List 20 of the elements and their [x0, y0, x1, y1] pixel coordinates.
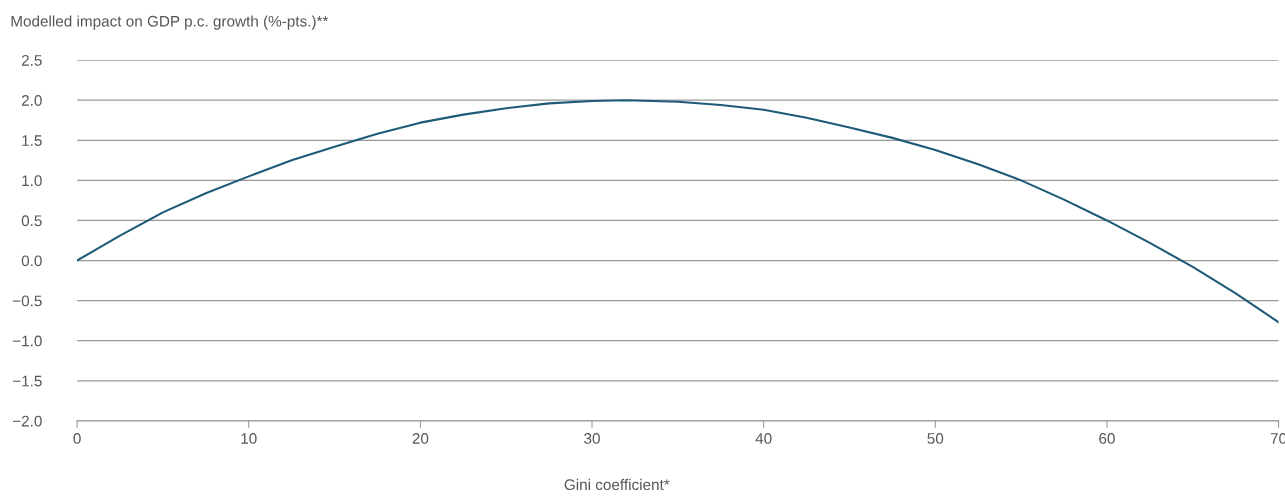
line-series: [77, 99, 1279, 324]
x-tick-label: 10: [241, 433, 257, 444]
x-tick-label: 40: [755, 433, 772, 444]
y-tick-label: 1.0: [22, 175, 42, 187]
x-axis-title: Gini coefficient*: [564, 478, 670, 491]
x-tick-label: 0: [73, 433, 81, 444]
x-tick-label: 20: [412, 433, 429, 444]
y-tick-label: −1.0: [12, 335, 42, 347]
x-tick-label: 60: [1099, 433, 1115, 444]
y-tick-label: 2.0: [21, 95, 42, 106]
x-tick-label: 50: [927, 433, 944, 444]
y-tick-label: 2.5: [21, 54, 42, 66]
x-tick-label: 30: [584, 433, 600, 444]
y-tick-label: −2.0: [12, 415, 42, 427]
y-tick-label: 0.5: [21, 215, 42, 227]
y-tick-label: 0.0: [21, 255, 42, 267]
y-axis-title: Modelled impact on GDP p.c. growth (%-pts.)**: [11, 15, 329, 30]
y-tick-label: −0.5: [12, 295, 42, 307]
y-tick-label: 1.5: [22, 135, 42, 146]
y-tick-label: −1.5: [12, 375, 42, 387]
